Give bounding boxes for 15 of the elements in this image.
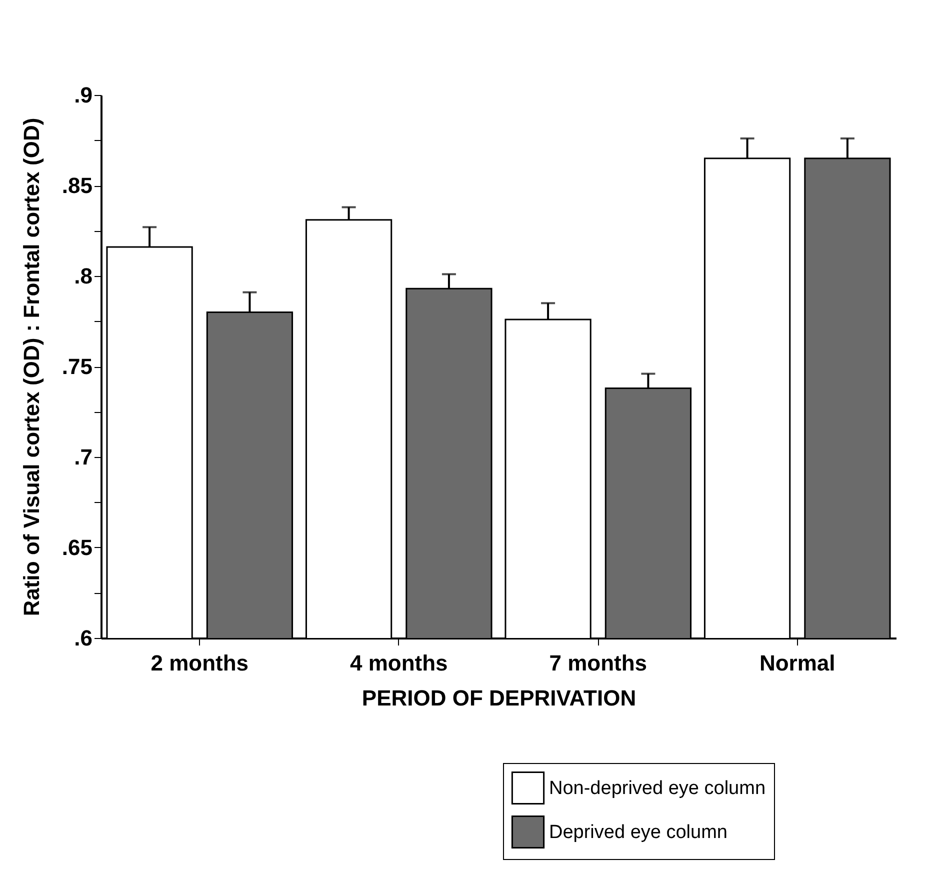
x-axis-title: PERIOD OF DEPRIVATION [362, 686, 636, 710]
y-tick-label: .85 [62, 173, 92, 198]
legend-label: Deprived eye column [549, 822, 728, 843]
x-tick-label: 4 months [350, 650, 448, 676]
y-tick-label: .6 [74, 626, 92, 650]
x-tick-label: 2 months [150, 650, 249, 676]
y-tick-label: .7 [74, 444, 92, 470]
legend-label: Non-deprived eye column [549, 778, 766, 799]
y-tick-label: .75 [62, 354, 92, 379]
y-tick-label: .65 [62, 535, 92, 560]
y-tick-label: .8 [74, 264, 92, 288]
x-tick-label: 7 months [549, 650, 648, 676]
y-tick-label: .9 [74, 82, 92, 108]
y-axis-title: Ratio of Visual cortex (OD) : Frontal cortex (OD) [18, 118, 44, 616]
x-tick-label: Normal [759, 650, 836, 676]
